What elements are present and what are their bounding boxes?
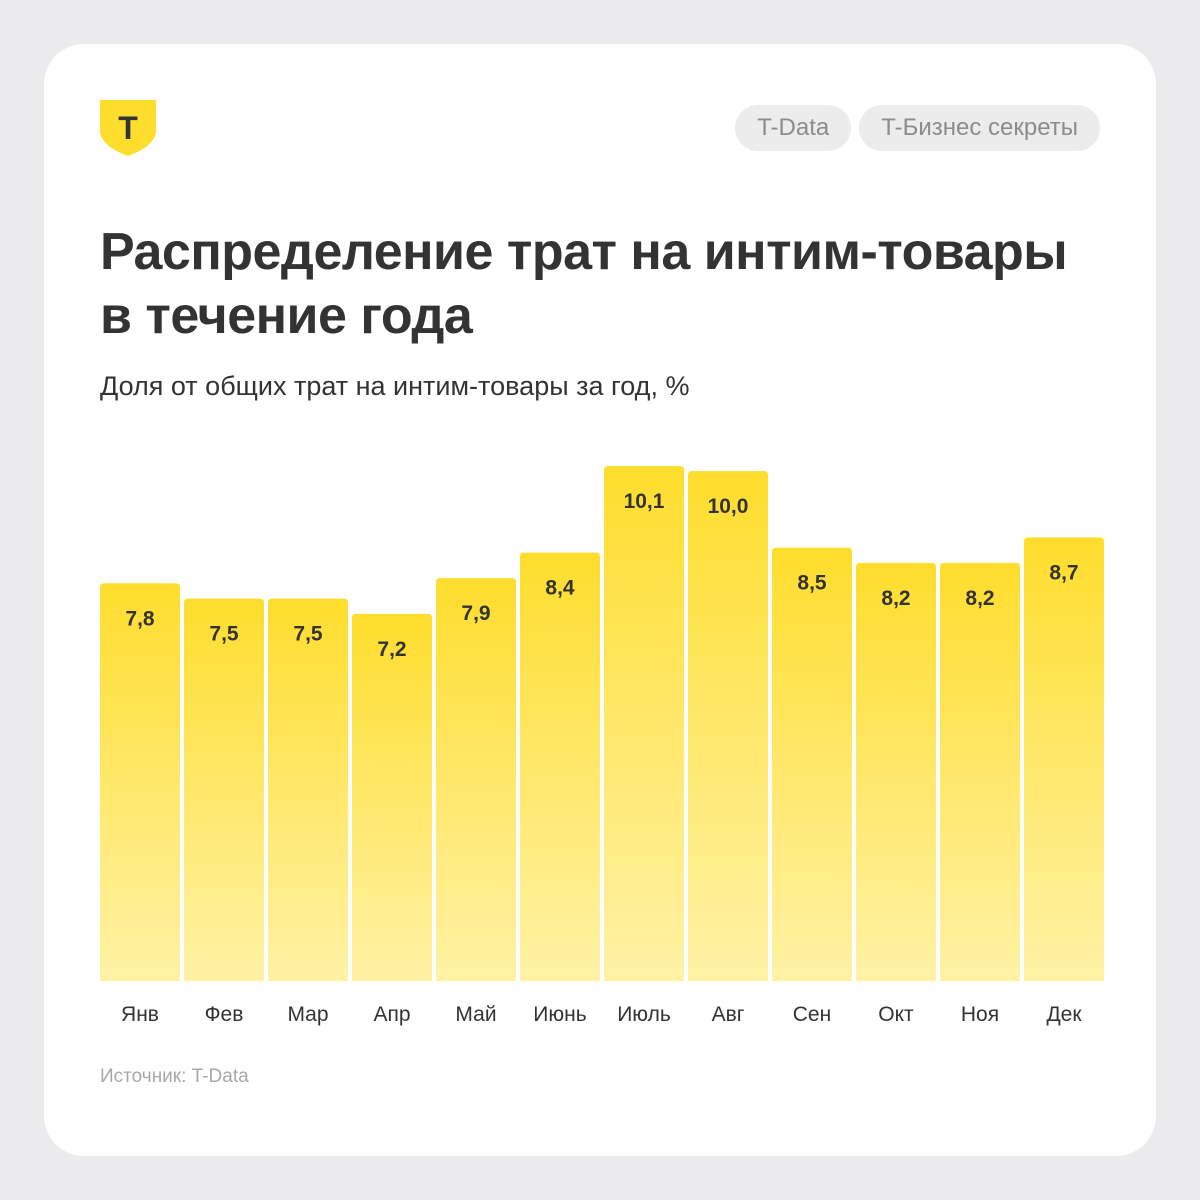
x-tick-label: Фев — [205, 1003, 244, 1026]
x-tick-label: Сен — [793, 1003, 831, 1026]
bar-value-label: 7,5 — [209, 623, 239, 646]
bar-9 — [772, 547, 852, 981]
bar-3 — [268, 598, 348, 981]
page-subtitle: Доля от общих трат на интим-товары за го… — [100, 371, 690, 401]
x-tick-label: Ноя — [961, 1003, 999, 1026]
bar-value-label: 8,4 — [545, 577, 575, 600]
bar-value-label: 10,1 — [624, 490, 665, 513]
x-tick-label: Июнь — [533, 1003, 586, 1026]
x-tick-label: Апр — [373, 1003, 410, 1026]
x-tick-label: Янв — [121, 1003, 159, 1026]
bar-10 — [856, 562, 936, 981]
bar-5 — [436, 578, 516, 981]
bar-value-label: 8,2 — [881, 587, 910, 610]
bar-chart: 7,8 Янв 7,5 Фев 7,5 Мар 7,2 Апр 7,9 Май 8,4 Июнь 10,… — [100, 466, 1104, 1026]
bar-value-label: 8,5 — [797, 572, 827, 595]
t-shield-logo-icon: Т — [100, 100, 156, 156]
bar-value-label: 7,5 — [293, 623, 323, 646]
bar-value-label: 10,0 — [708, 495, 749, 518]
bar-value-label: 7,2 — [377, 638, 406, 661]
bar-2 — [184, 598, 264, 981]
chart-card: Т T-Data T-Бизнес секреты Распределение … — [44, 44, 1156, 1156]
bar-11 — [940, 562, 1020, 981]
bar-value-label: 8,7 — [1049, 561, 1078, 584]
bar-12 — [1024, 537, 1104, 981]
x-tick-label: Июль — [617, 1003, 671, 1026]
tags: T-Data T-Бизнес секреты — [735, 105, 1100, 151]
bar-1 — [100, 583, 180, 981]
bar-value-label: 7,8 — [125, 607, 155, 630]
x-tick-label: Май — [455, 1003, 496, 1026]
bar-value-label: 8,2 — [965, 587, 994, 610]
page-title: Распределение трат на интим-товары в теч… — [100, 223, 1068, 345]
bar-7 — [604, 466, 684, 981]
bar-value-label: 7,9 — [461, 602, 490, 625]
x-tick-label: Авг — [712, 1003, 745, 1026]
x-tick-label: Мар — [287, 1003, 328, 1026]
bars-group: 7,8 Янв 7,5 Фев 7,5 Мар 7,2 Апр 7,9 Май 8,4 Июнь 10,… — [100, 466, 1104, 1026]
logo-letter: Т — [118, 110, 138, 146]
tag-t-business-secrets[interactable]: T-Бизнес секреты — [859, 105, 1100, 151]
bar-6 — [520, 552, 600, 981]
source-note: Источник: T-Data — [100, 1066, 249, 1087]
x-tick-label: Окт — [878, 1003, 914, 1026]
bar-8 — [688, 471, 768, 981]
tag-t-data[interactable]: T-Data — [735, 105, 852, 151]
bar-4 — [352, 613, 432, 981]
x-tick-label: Дек — [1046, 1003, 1082, 1026]
